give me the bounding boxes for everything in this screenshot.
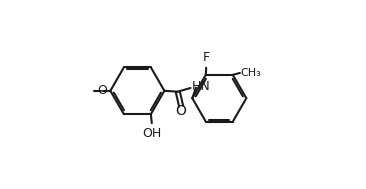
Text: O: O (176, 105, 187, 119)
Text: O: O (97, 84, 107, 97)
Text: OH: OH (142, 127, 161, 140)
Text: F: F (203, 51, 210, 64)
Text: CH₃: CH₃ (240, 68, 261, 78)
Text: HN: HN (191, 80, 210, 93)
